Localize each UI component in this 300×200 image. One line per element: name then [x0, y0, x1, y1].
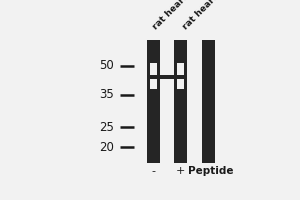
- Bar: [147, 40, 160, 163]
- Text: rat heart: rat heart: [151, 0, 190, 31]
- Text: 20: 20: [99, 141, 114, 154]
- Bar: [174, 40, 187, 163]
- Text: 50: 50: [100, 59, 114, 72]
- Text: 35: 35: [100, 88, 114, 101]
- Text: rat heart: rat heart: [181, 0, 220, 31]
- Text: +: +: [176, 166, 185, 176]
- Bar: [150, 62, 157, 89]
- Bar: [202, 40, 215, 163]
- Bar: [147, 75, 187, 79]
- Text: Peptide: Peptide: [188, 166, 233, 176]
- Text: -: -: [152, 166, 156, 176]
- Bar: [177, 62, 184, 89]
- Text: 25: 25: [99, 121, 114, 134]
